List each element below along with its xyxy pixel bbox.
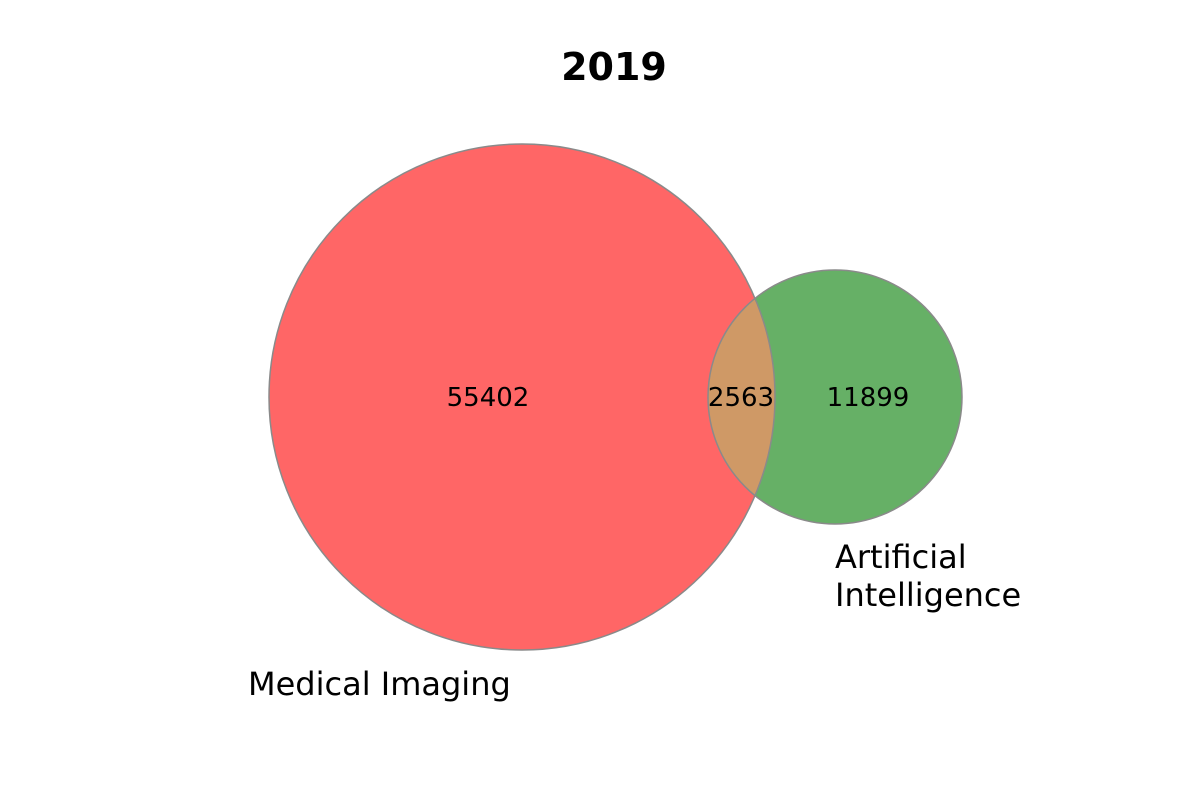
medical-imaging-label: Medical Imaging [248,665,511,703]
medical-imaging-only-count: 55402 [447,383,530,413]
artificial-intelligence-label-line-1: Artificial [835,538,967,576]
artificial-intelligence-only-count: 11899 [827,383,910,413]
set-medical-imaging-circle [269,144,775,650]
artificial-intelligence-label-line-2: Intelligence [835,576,1021,614]
intersection-count: 2563 [708,383,774,413]
set-medical-imaging-outline [268,143,776,651]
set-artificial-intelligence-circle [708,270,962,524]
set-artificial-intelligence-outline [707,269,963,525]
chart-title: 2019 [561,45,667,89]
